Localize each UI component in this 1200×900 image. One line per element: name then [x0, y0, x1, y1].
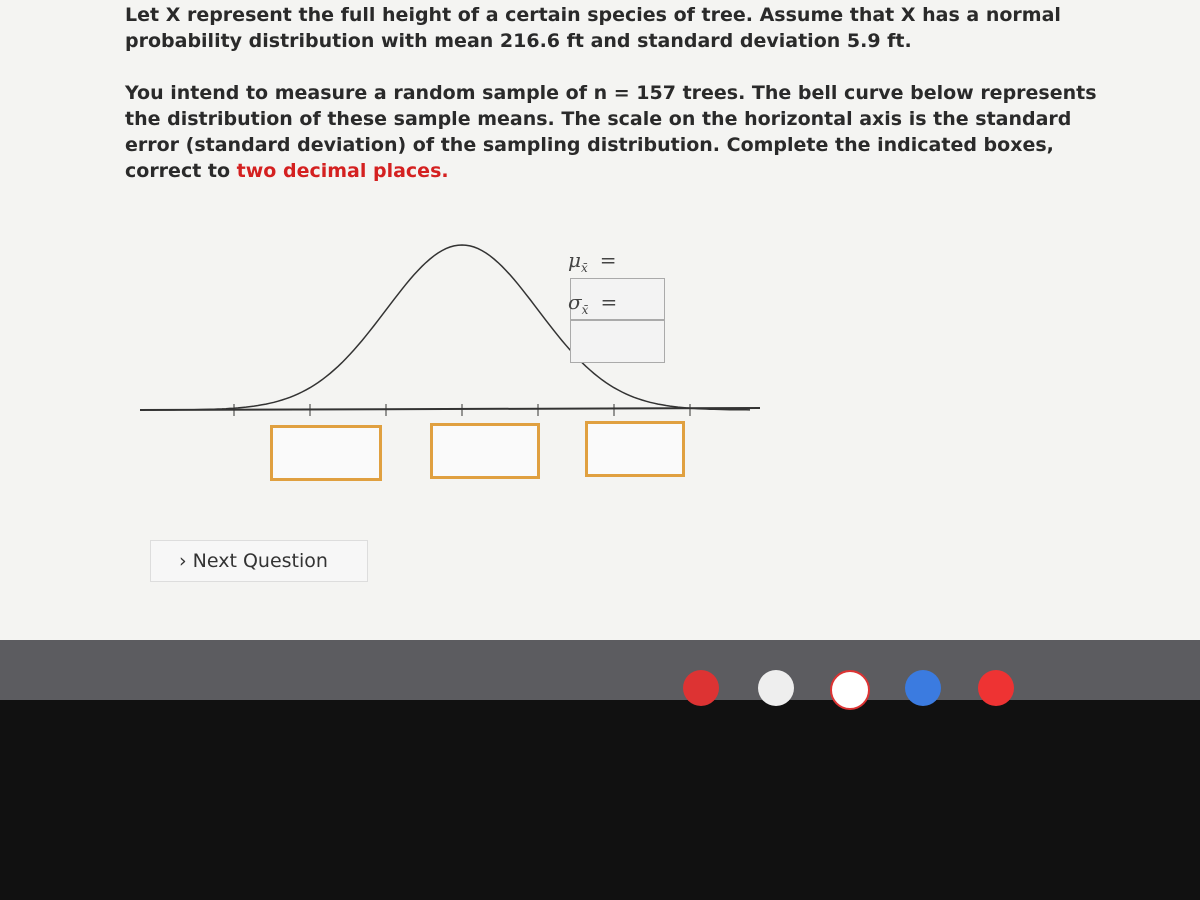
curve [150, 244, 751, 411]
youtube-icon[interactable] [978, 670, 1014, 706]
button-label: Next Question [192, 550, 328, 572]
app-icon[interactable] [758, 670, 794, 706]
taskbar [0, 640, 1200, 700]
mu-label: μx̄ = [568, 248, 617, 275]
screen: Let X represent the full height of a cer… [0, 0, 1200, 640]
equals: = [599, 248, 617, 272]
chrome-icon[interactable] [683, 670, 719, 706]
ticks [233, 404, 691, 416]
question-text: Let X represent the full height of a cer… [125, 4, 1061, 52]
sigma-input[interactable] [570, 320, 665, 363]
bell-curve [139, 244, 761, 416]
answer-box[interactable] [430, 423, 540, 479]
answer-box[interactable] [585, 421, 685, 477]
subscript: x̄ [581, 303, 589, 317]
docs-icon[interactable] [905, 670, 941, 706]
answer-box[interactable] [270, 425, 382, 481]
question-text: You intend to measure a random sample of… [125, 80, 1105, 184]
equals: = [600, 290, 618, 314]
button-label: › [179, 550, 193, 572]
next-question-button[interactable]: › Next Question [150, 540, 368, 582]
gmail-icon[interactable] [830, 670, 870, 710]
axis [139, 407, 761, 411]
mu-input[interactable] [570, 278, 665, 320]
symbol: σ [568, 290, 582, 314]
symbol: μ [568, 248, 581, 272]
sigma-label: σx̄ = [568, 290, 617, 317]
highlight: two decimal places. [236, 160, 449, 182]
question-body: You intend to measure a random sample of… [125, 82, 1097, 182]
subscript: x̄ [581, 261, 588, 275]
